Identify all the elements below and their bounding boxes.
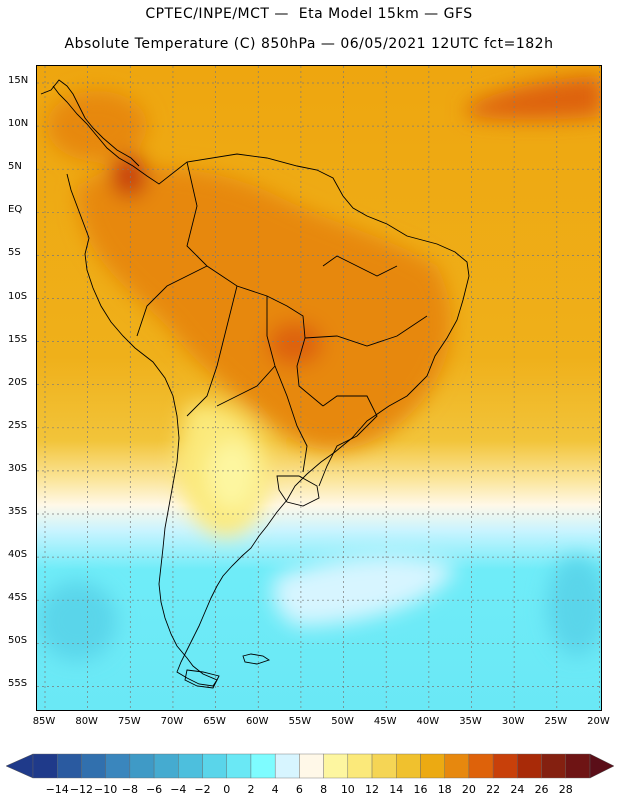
latitude-label: 5N bbox=[8, 161, 22, 173]
longitude-label: 25W bbox=[544, 716, 568, 727]
latitude-label: 25S bbox=[8, 419, 28, 431]
colorbar-bin bbox=[517, 753, 542, 779]
colorbar-tick-label: −6 bbox=[145, 783, 163, 796]
map-canvas bbox=[37, 66, 601, 710]
hot-spot-andes-north bbox=[111, 154, 147, 198]
latitude-label: 10N bbox=[8, 118, 29, 130]
colorbar-tick-label: 16 bbox=[413, 783, 428, 796]
longitude-label: 70W bbox=[160, 716, 184, 727]
longitude-label: 20W bbox=[587, 716, 610, 727]
colorbar-tick-label: 10 bbox=[340, 783, 355, 796]
temperature-map bbox=[36, 65, 602, 711]
colorbar-tick-label: 4 bbox=[271, 783, 279, 796]
colorbar-tick-label: 28 bbox=[558, 783, 573, 796]
tierra-del-fuego bbox=[184, 669, 220, 689]
colorbar bbox=[5, 753, 615, 779]
cold-patch-southeast bbox=[547, 556, 601, 656]
hot-band-atlantic bbox=[467, 76, 601, 120]
latitude-label: 50S bbox=[8, 635, 28, 647]
cold-patch-southwest bbox=[37, 581, 117, 661]
latitude-label: 5S bbox=[8, 247, 21, 259]
longitude-label: 50W bbox=[331, 716, 354, 727]
colorbar-bin bbox=[32, 753, 58, 779]
country-borders bbox=[136, 161, 428, 487]
colorbar-bin bbox=[226, 753, 252, 779]
falkland-islands bbox=[242, 653, 271, 665]
colorbar-tick-label: −10 bbox=[94, 783, 118, 796]
colorbar-tick-label: 20 bbox=[461, 783, 476, 796]
longitude-label: 85W bbox=[32, 716, 56, 727]
longitude-label: 60W bbox=[245, 716, 269, 727]
pale-spot-argentina bbox=[207, 441, 257, 511]
colorbar-bin bbox=[565, 753, 591, 779]
colorbar-arrow-high bbox=[589, 753, 615, 779]
colorbar-bin bbox=[396, 753, 421, 779]
longitude-label: 35W bbox=[459, 716, 482, 727]
title-line-1: CPTEC/INPE/MCT — Eta Model 15km — GFS bbox=[145, 6, 473, 22]
colorbar-bin bbox=[178, 753, 203, 779]
colorbar-arrow-low bbox=[5, 753, 34, 779]
colorbar-tick-label: 2 bbox=[247, 783, 255, 796]
title-line-2: Absolute Temperature (C) 850hPa — 06/05/… bbox=[64, 36, 554, 52]
colorbar-tick-label: 0 bbox=[223, 783, 231, 796]
latitude-label: 55S bbox=[8, 678, 28, 690]
south-america-coastline bbox=[52, 85, 470, 687]
uruguay-border bbox=[276, 475, 320, 507]
colorbar-tick-label: 12 bbox=[365, 783, 380, 796]
coastlines-and-borders bbox=[40, 79, 470, 689]
colorbar-tick-label: 26 bbox=[534, 783, 549, 796]
colorbar-tick-label: −12 bbox=[69, 783, 94, 796]
colorbar-bin bbox=[371, 753, 397, 779]
latitude-label: 45S bbox=[8, 592, 28, 604]
hot-spot-central-brazil bbox=[267, 322, 323, 366]
latitude-label: 35S bbox=[8, 506, 28, 517]
colorbar-tick-label: 8 bbox=[320, 783, 328, 796]
longitude-label: 45W bbox=[373, 716, 397, 727]
colorbar-bin bbox=[420, 753, 445, 779]
grid-lines bbox=[37, 66, 601, 710]
colorbar-bin bbox=[129, 753, 155, 779]
latitude-label: 40S bbox=[8, 549, 28, 561]
colorbar-tick-label: 22 bbox=[486, 783, 501, 796]
colorbar-bin bbox=[81, 753, 106, 779]
latitude-label: 15S bbox=[8, 333, 28, 345]
colorbar-bin bbox=[202, 753, 227, 779]
longitude-label: 40W bbox=[416, 716, 440, 727]
temperature-anomalies bbox=[37, 76, 601, 661]
latitude-label: 10S bbox=[8, 290, 28, 302]
warm-region-continent bbox=[77, 167, 452, 450]
latitude-label: EQ bbox=[8, 204, 23, 216]
colorbar-tick-label: 6 bbox=[295, 783, 303, 796]
colorbar-bin bbox=[444, 753, 470, 779]
latitude-label: 15N bbox=[8, 75, 29, 86]
colorbar-bin bbox=[105, 753, 131, 779]
colorbar-tick-label: −4 bbox=[170, 783, 187, 796]
colorbar-bin bbox=[323, 753, 349, 779]
colorbar-bin bbox=[492, 753, 518, 779]
colorbar-bin bbox=[153, 753, 179, 779]
colorbar-tick-label: −2 bbox=[194, 783, 211, 796]
colorbar-tick-label: 14 bbox=[389, 783, 404, 796]
colorbar-bin bbox=[468, 753, 494, 779]
longitude-label: 30W bbox=[501, 716, 525, 727]
colorbar-bin bbox=[541, 753, 566, 779]
colorbar-tick-label: 18 bbox=[437, 783, 452, 796]
colorbar-tick-label: −8 bbox=[121, 783, 138, 796]
pale-band-south-atlantic bbox=[273, 555, 457, 626]
colorbar-bin bbox=[274, 753, 300, 779]
central-america-coast bbox=[40, 79, 140, 167]
longitude-label: 80W bbox=[75, 716, 98, 727]
colorbar-bin bbox=[57, 753, 82, 779]
colorbar-bin bbox=[347, 753, 373, 779]
latitude-label: 30S bbox=[8, 462, 28, 474]
longitude-label: 65W bbox=[203, 716, 226, 727]
colorbar-bin bbox=[299, 753, 324, 779]
colorbar-bin bbox=[250, 753, 276, 779]
longitude-label: 55W bbox=[288, 716, 312, 727]
latitude-label: 20S bbox=[8, 376, 28, 388]
longitude-label: 75W bbox=[117, 716, 141, 727]
colorbar-tick-label: 24 bbox=[510, 783, 525, 796]
colorbar-tick-label: −14 bbox=[45, 783, 69, 796]
